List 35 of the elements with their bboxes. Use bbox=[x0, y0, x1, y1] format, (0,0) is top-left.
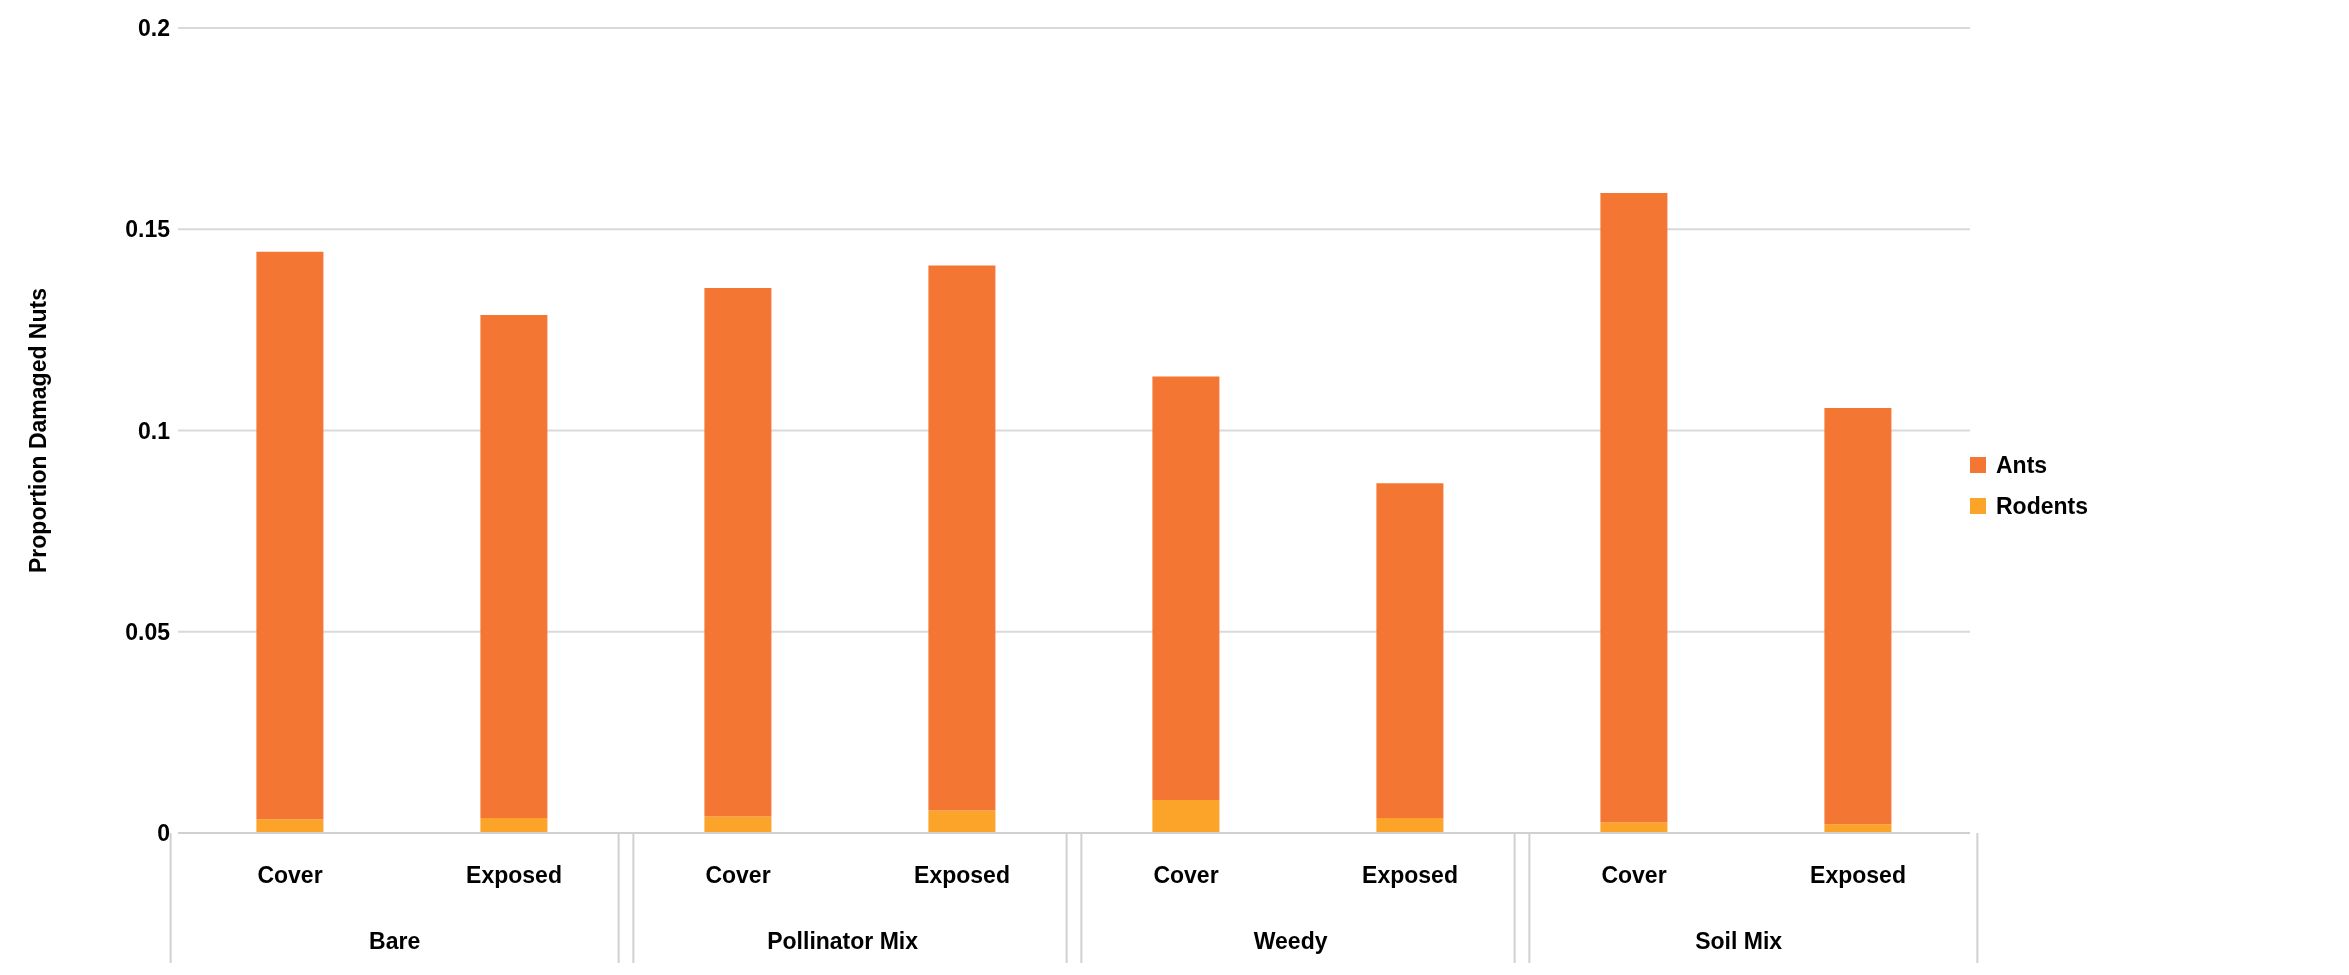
text: Soil Mix bbox=[1695, 928, 1783, 954]
bar bbox=[256, 819, 324, 833]
y-tick-label: 0.1 bbox=[138, 417, 171, 444]
text: Weedy bbox=[1253, 928, 1328, 954]
bar bbox=[480, 314, 548, 819]
bar bbox=[704, 288, 772, 817]
y-tick-label: 0.15 bbox=[125, 216, 171, 243]
x-tick-label: Cover bbox=[257, 862, 323, 888]
bar bbox=[256, 251, 324, 820]
legend-label: Rodents bbox=[1996, 492, 2088, 520]
bar bbox=[1376, 818, 1444, 833]
y-axis-title: Proportion Damaged Nuts bbox=[25, 288, 52, 573]
bar bbox=[928, 265, 996, 811]
legend-label: Ants bbox=[1996, 451, 2048, 479]
bar bbox=[1152, 800, 1220, 833]
text: Bare bbox=[369, 928, 421, 954]
x-tick-label: Cover bbox=[1153, 862, 1219, 888]
bar bbox=[1376, 483, 1444, 819]
x-tick-label: Cover bbox=[1601, 862, 1667, 888]
bar bbox=[704, 816, 772, 833]
text: Pollinator Mix bbox=[767, 928, 919, 954]
bar bbox=[1824, 824, 1892, 833]
y-tick-label: 0.05 bbox=[125, 618, 171, 645]
bar bbox=[1600, 193, 1668, 823]
y-tick-label: 0.2 bbox=[138, 15, 170, 42]
x-tick-label: Exposed bbox=[466, 862, 562, 888]
x-tick-label: Exposed bbox=[914, 862, 1010, 888]
x-tick-label: Exposed bbox=[1362, 862, 1458, 888]
y-tick-label: 0 bbox=[157, 820, 170, 847]
bar bbox=[1152, 376, 1220, 800]
bar bbox=[480, 818, 548, 833]
bar bbox=[928, 810, 996, 833]
x-tick-label: Cover bbox=[705, 862, 771, 888]
bar bbox=[1824, 407, 1892, 825]
x-tick-label: Exposed bbox=[1810, 862, 1906, 888]
